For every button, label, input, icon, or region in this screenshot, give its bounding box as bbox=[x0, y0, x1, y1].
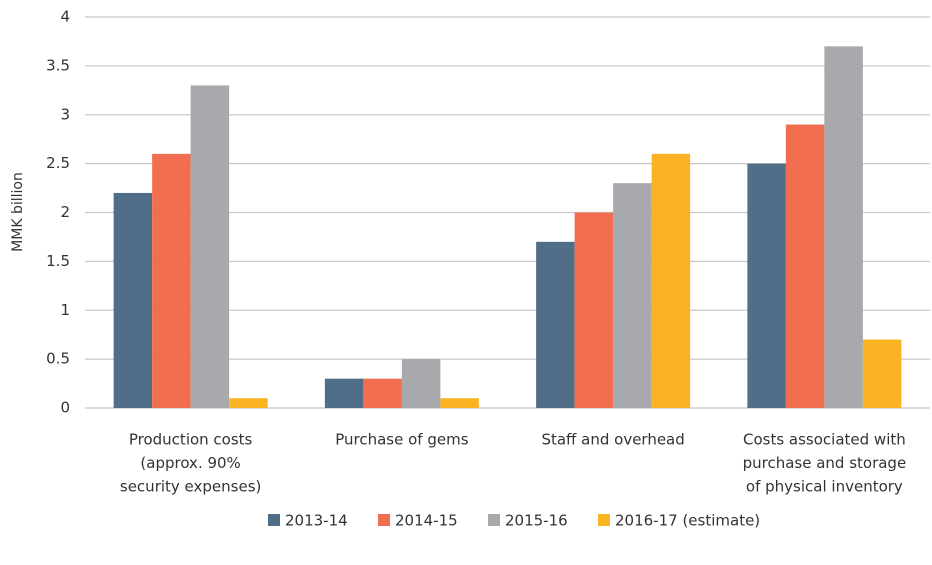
bar bbox=[113, 192, 153, 408]
x-tick-label: Purchase of gems bbox=[335, 431, 468, 449]
bar bbox=[862, 339, 902, 408]
legend-swatch bbox=[378, 514, 390, 526]
legend-label: 2014-15 bbox=[395, 512, 458, 530]
y-tick-label: 2 bbox=[60, 203, 70, 221]
legend-label: 2015-16 bbox=[505, 512, 568, 530]
legend-swatch bbox=[268, 514, 280, 526]
y-tick-label: 4 bbox=[60, 8, 70, 26]
bar bbox=[747, 163, 786, 408]
y-tick-label: 1.5 bbox=[46, 252, 70, 270]
x-tick-label: of physical inventory bbox=[746, 478, 903, 496]
bar bbox=[229, 398, 268, 408]
legend-label: 2013-14 bbox=[285, 512, 348, 530]
bar bbox=[536, 241, 575, 408]
legend-swatch bbox=[598, 514, 610, 526]
bar bbox=[324, 378, 364, 408]
y-tick-label: 3.5 bbox=[46, 56, 70, 74]
bar bbox=[824, 46, 863, 408]
x-tick-label: Costs associated with bbox=[743, 431, 906, 449]
y-tick-label: 0 bbox=[60, 399, 70, 417]
bar bbox=[401, 359, 441, 408]
x-tick-label: purchase and storage bbox=[743, 454, 907, 472]
bar bbox=[651, 153, 691, 408]
bar bbox=[152, 153, 191, 408]
bar bbox=[190, 85, 230, 409]
y-axis-label: MMK billion bbox=[10, 172, 26, 252]
y-tick-label: 3 bbox=[60, 105, 70, 123]
x-tick-label: Staff and overhead bbox=[541, 431, 684, 449]
legend-label: 2016-17 (estimate) bbox=[615, 512, 760, 530]
y-tick-label: 0.5 bbox=[46, 350, 70, 368]
y-tick-label: 2.5 bbox=[46, 154, 70, 172]
bar bbox=[363, 378, 402, 408]
y-tick-label: 1 bbox=[60, 301, 70, 319]
x-tick-label: Production costs bbox=[129, 431, 253, 449]
x-tick-label: security expenses) bbox=[120, 478, 261, 496]
x-tick-label: (approx. 90% bbox=[140, 454, 240, 472]
bar bbox=[613, 183, 652, 408]
legend-swatch bbox=[488, 514, 500, 526]
bar bbox=[785, 124, 825, 409]
bar bbox=[440, 398, 479, 408]
bar bbox=[574, 212, 614, 408]
